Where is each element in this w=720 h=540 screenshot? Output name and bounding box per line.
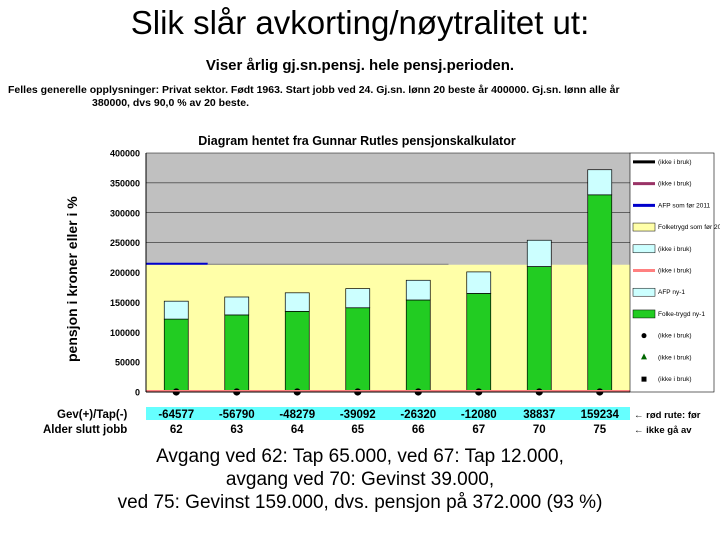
- table-note-1: ← rød rute: før: [634, 410, 701, 421]
- age-value: 62: [170, 424, 183, 436]
- gain-loss-value: -48279: [279, 409, 315, 421]
- gain-loss-value: -39092: [340, 409, 376, 421]
- table-row1-background: [146, 407, 630, 420]
- bar-folketrygd: [163, 318, 189, 393]
- gain-loss-value: 38837: [523, 409, 555, 421]
- info-line-2: 380000, dvs 90,0 % av 20 beste.: [92, 97, 250, 109]
- legend-label: AFP som før 2011: [658, 202, 711, 209]
- gain-loss-value: -26320: [400, 409, 436, 421]
- legend-dot-swatch: [641, 333, 647, 339]
- bar-folketrygd: [405, 299, 431, 393]
- caption-line-1: Avgang ved 62: Tap 65.000, ved 67: Tap 1…: [156, 446, 564, 467]
- bar-afp: [405, 279, 431, 301]
- y-tick-label: 0: [135, 388, 140, 398]
- chart-title: Diagram hentet fra Gunnar Rutles pensjon…: [198, 134, 516, 148]
- legend: (ikke i bruk) (ikke i bruk) AFP som før 20…: [629, 152, 720, 393]
- table-row1-label: Gev(+)/Tap(-): [57, 409, 128, 421]
- legend-square-swatch: [641, 376, 647, 382]
- info-text: Felles generelle opplysninger: Privat se…: [8, 84, 714, 110]
- age-value: 70: [533, 424, 546, 436]
- legend-box-swatch: [632, 222, 656, 232]
- age-value: 67: [472, 424, 485, 436]
- folketrygd-for-2011-area: [146, 264, 630, 392]
- table-row2-label: Alder slutt jobb: [43, 424, 127, 436]
- bar-afp: [345, 288, 371, 309]
- slide-title: Slik slår avkorting/nøytralitet ut:: [130, 4, 590, 41]
- legend-label: (ikke i bruk): [658, 354, 692, 361]
- table-note-2: ← ikke gå av: [634, 425, 692, 436]
- gain-loss-value: -56790: [219, 409, 255, 421]
- bar-afp: [526, 239, 552, 267]
- bar-folketrygd: [466, 293, 492, 393]
- legend-label: Folketrygd som før 2011: [658, 224, 720, 231]
- y-tick-label: 50000: [115, 358, 140, 368]
- legend-label: (ikke i bruk): [658, 333, 692, 340]
- legend-label: (ikke i bruk): [658, 181, 692, 188]
- plot-area: 0 50000 100000 150000 200000 250000 300000 3500…: [110, 149, 630, 398]
- caption: Avgang ved 62: Tap 65.000, ved 67: Tap 1…: [40, 445, 680, 514]
- gain-loss-value: -12080: [461, 409, 497, 421]
- bar-afp: [224, 296, 250, 316]
- legend-label: Folke-trygd ny-1: [658, 311, 705, 318]
- legend-label: (ikke i bruk): [658, 159, 692, 166]
- bar-afp: [284, 292, 310, 312]
- gain-loss-value: -64577: [158, 409, 194, 421]
- legend-box-swatch: [632, 287, 656, 297]
- y-tick-label: 100000: [110, 328, 140, 338]
- caption-line-2: avgang ved 70: Gevinst 39.000,: [225, 469, 495, 490]
- y-tick-label: 250000: [110, 238, 140, 248]
- bar-folketrygd: [284, 310, 310, 393]
- legend-box-swatch: [632, 244, 656, 254]
- legend-box-swatch: [632, 309, 656, 319]
- y-tick-label: 350000: [110, 178, 140, 188]
- legend-label: AFP ny-1: [658, 289, 685, 296]
- y-tick-label: 300000: [110, 208, 140, 218]
- legend-label: (ikke i bruk): [658, 376, 692, 383]
- y-tick-label: 150000: [110, 298, 140, 308]
- age-value: 64: [291, 424, 304, 436]
- y-tick-label: 400000: [110, 149, 140, 159]
- age-value: 63: [230, 424, 243, 436]
- bar-folketrygd: [526, 266, 552, 393]
- legend-box: [629, 152, 715, 393]
- bar-afp: [163, 300, 189, 320]
- bar-folketrygd: [587, 194, 613, 393]
- legend-label: (ikke i bruk): [658, 268, 692, 275]
- caption-line-3: ved 75: Gevinst 159.000, dvs. pensjon på…: [117, 492, 603, 513]
- legend-label: (ikke i bruk): [658, 246, 692, 253]
- y-tick-label: 200000: [110, 268, 140, 278]
- info-line-1: Felles generelle opplysninger: Privat se…: [8, 84, 620, 96]
- age-value: 65: [351, 424, 364, 436]
- bar-afp: [466, 271, 492, 294]
- bar-afp: [587, 169, 613, 196]
- gain-loss-value: 159234: [581, 409, 620, 421]
- bar-folketrygd: [224, 314, 250, 393]
- legend-triangle-swatch: [641, 353, 647, 360]
- bar-folketrygd: [345, 307, 371, 393]
- chart-subtitle: Viser årlig gj.sn.pensj. hele pensj.peri…: [205, 57, 515, 74]
- gain-loss-table: Gev(+)/Tap(-) Alder slutt jobb -64577 62 -56…: [43, 407, 701, 436]
- age-value: 66: [412, 424, 425, 436]
- age-value: 75: [593, 424, 606, 436]
